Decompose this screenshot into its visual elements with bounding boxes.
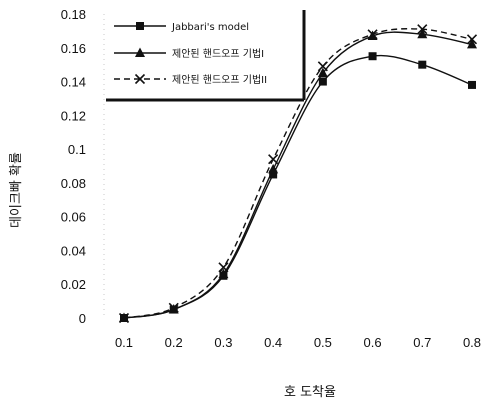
x-tick-label: 0.8 bbox=[463, 335, 481, 350]
data-point-x bbox=[118, 312, 130, 324]
data-point-triangle bbox=[218, 268, 229, 279]
series-layer bbox=[118, 24, 478, 324]
y-tick-label: 0.02 bbox=[61, 277, 86, 292]
y-tick-label: 0.14 bbox=[61, 75, 86, 90]
x-axis-title: 호 도착율 bbox=[284, 385, 336, 400]
series-line bbox=[123, 31, 473, 319]
y-tick-label: 0.16 bbox=[61, 41, 86, 56]
x-tick-label: 0.5 bbox=[314, 335, 332, 350]
data-point-square bbox=[318, 77, 327, 86]
x-tick-label: 0.1 bbox=[115, 335, 133, 350]
y-tick-label: 0.1 bbox=[68, 142, 86, 157]
legend-label: 제안된 핸드오프 기법I bbox=[172, 48, 264, 60]
data-point-x bbox=[134, 73, 146, 85]
data-point-x bbox=[367, 29, 378, 40]
data-point-square bbox=[468, 80, 476, 89]
data-point-triangle bbox=[417, 28, 428, 39]
legend-label: 제안된 핸드오프 기법II bbox=[172, 74, 267, 86]
data-point-square bbox=[418, 60, 427, 69]
data-point-square bbox=[368, 52, 377, 61]
data-point-x bbox=[268, 154, 279, 165]
x-tick-label: 0.2 bbox=[165, 335, 183, 350]
data-point-triangle bbox=[467, 38, 477, 49]
data-point-triangle bbox=[135, 47, 145, 57]
legend: Jabbari's model 제안된 핸드오프 기법I 제안된 핸드오프 기법II bbox=[106, 10, 306, 102]
data-point-square bbox=[269, 170, 278, 179]
legend-entry: 제안된 핸드오프 기법II bbox=[114, 73, 267, 86]
y-tick-label: 0.04 bbox=[61, 243, 86, 258]
x-tick-label: 0.7 bbox=[413, 335, 431, 350]
y-tick-label: 0.08 bbox=[61, 176, 86, 191]
data-point-x bbox=[317, 61, 328, 72]
data-point-x bbox=[168, 302, 179, 313]
data-point-triangle bbox=[268, 163, 279, 174]
data-point-square bbox=[136, 22, 144, 30]
series-3 bbox=[118, 24, 478, 324]
series-line bbox=[123, 28, 473, 319]
x-tick-label: 0.3 bbox=[214, 335, 232, 350]
legend-label: Jabbari's model bbox=[171, 22, 249, 33]
x-tick-labels: 0.1 0.2 0.3 0.4 0.5 0.6 0.7 0.8 bbox=[115, 335, 481, 350]
legend-entry: Jabbari's model bbox=[114, 22, 249, 33]
y-tick-label: 0.18 bbox=[61, 7, 86, 22]
legend-entry: 제안된 핸드오프 기법I bbox=[114, 47, 264, 60]
y-tick-label: 0.12 bbox=[61, 108, 86, 123]
x-tick-label: 0.4 bbox=[264, 335, 282, 350]
data-point-triangle bbox=[317, 67, 328, 78]
data-point-x bbox=[218, 262, 229, 273]
y-tick-labels: 0 0.02 0.04 0.06 0.08 0.1 0.12 0.14 0.16 0.18 bbox=[61, 7, 86, 326]
data-point-x bbox=[417, 24, 428, 35]
y-axis-title: 데이크빠 확률 bbox=[9, 152, 24, 228]
y-tick-label: 0.06 bbox=[61, 210, 86, 225]
x-tick-label: 0.6 bbox=[364, 335, 382, 350]
y-tick-label: 0 bbox=[79, 311, 86, 326]
data-point-x bbox=[466, 34, 478, 45]
